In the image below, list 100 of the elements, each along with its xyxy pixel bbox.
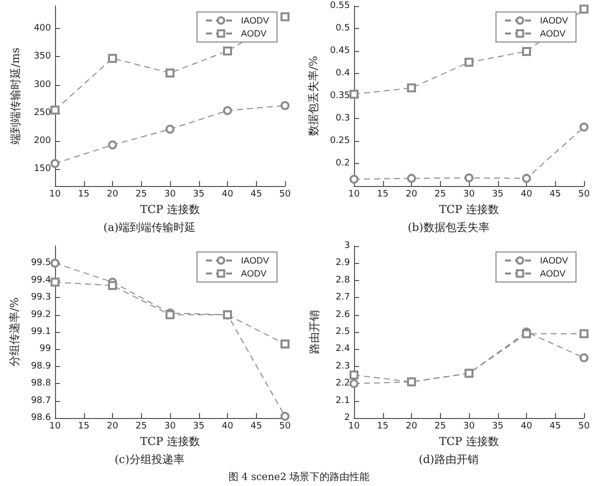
y-tick-label: 150 [34, 164, 52, 174]
y-tick-label: 2.8 [336, 275, 350, 286]
x-tick-label: 35 [492, 190, 504, 200]
x-tick-label: 50 [279, 190, 291, 200]
x-tick-label: 20 [106, 422, 118, 432]
y-tick-label: 2.9 [336, 258, 350, 268]
legend-label: AODV [240, 268, 267, 278]
point [522, 174, 531, 183]
x-tick-label: 50 [578, 422, 590, 432]
x-tick-label: 35 [193, 422, 204, 432]
point [464, 58, 474, 67]
text: (a)端到端传输时延 [103, 221, 196, 234]
x-tick-label: 10 [348, 422, 360, 432]
x-tick-label: 50 [578, 190, 590, 200]
point [350, 379, 358, 388]
y-tick-label: 0.4 [336, 68, 350, 78]
y-tick-label: 350 [34, 52, 52, 62]
y-tick-label: 2 [344, 413, 350, 423]
y-tick-label: 3 [344, 241, 350, 251]
x-tick-label: 10 [348, 190, 360, 200]
y-tick-label: 98.8 [30, 378, 52, 389]
y-tick-label: 0.35 [330, 91, 350, 101]
x-tick-label: 20 [406, 190, 418, 200]
y-tick-label: 0.45 [330, 46, 350, 56]
x-tick-label: 35 [193, 190, 204, 200]
y-axis-title: 数据包丢失率/% [307, 56, 320, 136]
x-tick-label: 40 [222, 190, 234, 200]
y-tick-label: 2.7 [336, 292, 350, 303]
x-tick-label: 20 [406, 422, 418, 432]
point [580, 329, 588, 338]
y-tick-label: 99 [40, 344, 52, 354]
point [166, 68, 174, 78]
y-tick-label: 99.4 [30, 275, 52, 286]
legend-label: AODV [240, 28, 267, 38]
x-tick-label: 20 [106, 190, 118, 200]
x-tick-label: 45 [550, 422, 561, 432]
point [580, 353, 588, 362]
y-axis-title: 路由开销 [308, 310, 321, 354]
x-axis-title: TCP 连接数 [439, 434, 499, 448]
y-axis-title: 端到端传输时延/ms [9, 47, 22, 144]
y-tick-label: 2.4 [336, 344, 350, 354]
x-tick-label: 30 [164, 190, 176, 200]
point [580, 122, 588, 132]
x-tick-label: 50 [279, 422, 291, 432]
point [350, 90, 358, 99]
legend-label: IAODV [540, 256, 568, 266]
x-tick-label: 15 [377, 190, 388, 200]
caption: 图 4 scene2 场景下的路由性能 [227, 470, 371, 484]
y-tick-label: 250 [34, 108, 52, 118]
y-tick-label: 2.1 [336, 396, 350, 406]
y-tick-label: 0.2 [336, 158, 350, 168]
legend-label: AODV [540, 268, 566, 278]
x-tick-label: 40 [222, 422, 234, 432]
text: (d)路由开销 [418, 453, 478, 466]
point [350, 174, 358, 184]
legend-label: IAODV [240, 16, 270, 26]
x-tick-label: 35 [492, 422, 504, 432]
point [407, 377, 416, 386]
x-tick-label: 30 [463, 422, 475, 432]
point [280, 101, 290, 110]
x-tick-label: 15 [78, 422, 90, 432]
text: (b)数据包丢失率 [408, 221, 490, 234]
point [108, 54, 117, 63]
point [280, 12, 290, 22]
point [280, 340, 290, 349]
y-tick-label: 99.2 [30, 310, 51, 320]
y-tick-label: 400 [34, 24, 52, 34]
x-tick-label: 25 [136, 190, 147, 200]
y-axis-title: 分组传递率/% [8, 297, 22, 367]
x-tick-label: 30 [463, 190, 475, 200]
point [464, 173, 474, 182]
y-tick-label: 98.7 [30, 396, 51, 406]
point [50, 258, 60, 268]
point [166, 124, 174, 134]
x-tick-label: 40 [520, 190, 532, 200]
y-tick-label: 0.3 [336, 114, 350, 124]
point [50, 106, 60, 115]
y-tick-label: 2.3 [336, 361, 350, 372]
point [350, 370, 358, 380]
point [407, 174, 416, 183]
point [50, 159, 60, 168]
x-tick-label: 10 [49, 422, 61, 432]
y-tick-label: 2.6 [336, 310, 350, 320]
x-tick-label: 15 [78, 190, 90, 200]
text: (c)分组投递率 [114, 453, 184, 466]
x-tick-label: 10 [49, 190, 61, 200]
x-tick-label: 45 [250, 422, 262, 432]
x-tick-label: 25 [434, 422, 446, 432]
x-tick-label: 25 [434, 190, 446, 200]
x-tick-label: 45 [250, 190, 262, 200]
y-tick-label: 99.1 [30, 327, 51, 337]
point [223, 106, 232, 116]
y-tick-label: 98.9 [30, 361, 52, 372]
legend-label: AODV [540, 28, 566, 38]
point [108, 281, 117, 290]
y-tick-label: 2.2 [336, 378, 350, 389]
x-tick-label: 25 [136, 422, 147, 432]
y-tick-label: 300 [34, 80, 52, 90]
x-tick-label: 45 [550, 190, 561, 200]
point [280, 412, 290, 421]
